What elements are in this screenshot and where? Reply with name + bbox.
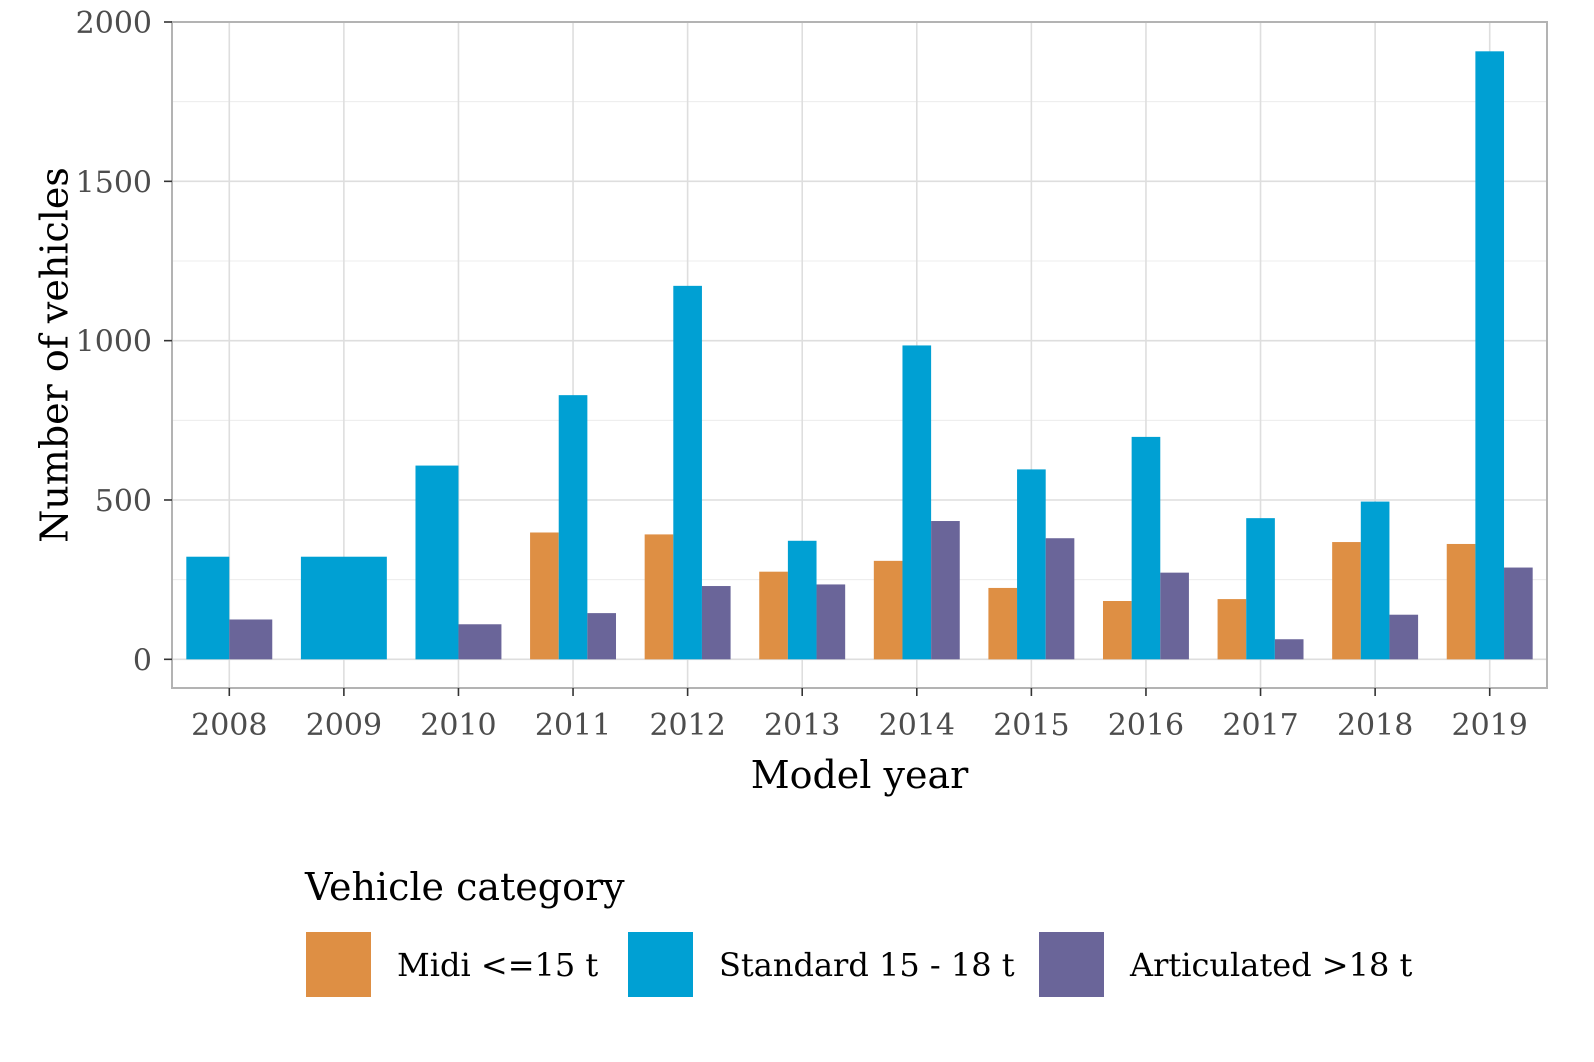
bar-standard	[902, 345, 932, 660]
bar-midi	[1217, 599, 1247, 660]
bar-midi	[1446, 543, 1476, 660]
x-tick-label: 2019	[1452, 708, 1528, 743]
legend-key	[1039, 932, 1104, 997]
y-tick-label: 2000	[76, 6, 152, 41]
x-tick-label: 2013	[764, 708, 840, 743]
x-tick-label: 2008	[191, 708, 267, 743]
legend-key	[628, 932, 693, 997]
legend-title: Vehicle category	[304, 865, 625, 909]
bar-standard	[1017, 469, 1046, 660]
x-axis: 2008 2009 2010 2011 2012 2013 2014 2015 2016 2017…	[191, 688, 1528, 743]
panel-background	[172, 22, 1547, 688]
x-tick-label: 2011	[535, 708, 611, 743]
bar-articulated	[458, 624, 502, 660]
legend-item-midi: Midi <=15 t	[306, 932, 598, 997]
bar-standard	[1246, 518, 1275, 660]
bar-standard	[186, 556, 230, 660]
bar-midi	[873, 560, 903, 660]
y-tick-label: 0	[133, 643, 152, 678]
x-tick-label: 2009	[306, 708, 382, 743]
bar-midi	[759, 571, 788, 660]
legend-item-standard: Standard 15 - 18 t	[628, 932, 1015, 997]
bar-articulated	[1274, 639, 1304, 660]
bar-midi	[1102, 601, 1132, 660]
y-tick-label: 1000	[76, 325, 152, 360]
bar-articulated	[816, 584, 846, 660]
y-tick-label: 1500	[76, 165, 152, 200]
legend-key	[306, 932, 371, 997]
legend-label: Midi <=15 t	[397, 946, 598, 984]
bar-articulated	[931, 521, 960, 660]
bar-midi	[988, 587, 1018, 660]
bar-standard	[415, 465, 459, 660]
x-tick-label: 2017	[1222, 708, 1298, 743]
legend-label: Standard 15 - 18 t	[719, 946, 1015, 984]
bar-articulated	[1504, 567, 1533, 660]
bar-articulated	[229, 619, 273, 660]
bar-standard	[1131, 436, 1161, 660]
bar-articulated	[1160, 572, 1189, 660]
legend-label: Articulated >18 t	[1129, 946, 1413, 984]
bar-midi	[1332, 542, 1361, 660]
bar-midi	[644, 534, 674, 660]
bar-articulated	[587, 613, 617, 660]
x-tick-label: 2016	[1108, 708, 1184, 743]
bar-midi	[530, 532, 559, 660]
legend: Vehicle category Midi <=15 t Standard 15 …	[304, 865, 1413, 997]
bar-standard	[787, 540, 817, 660]
bar-standard	[1360, 501, 1390, 660]
x-tick-label: 2018	[1337, 708, 1413, 743]
legend-item-articulated: Articulated >18 t	[1039, 932, 1413, 997]
bars	[186, 51, 1533, 660]
panel-border	[171, 21, 1548, 689]
bar-articulated	[1045, 538, 1075, 660]
x-tick-label: 2014	[879, 708, 955, 743]
bar-standard	[558, 395, 588, 660]
x-tick-label: 2010	[420, 708, 496, 743]
bar-articulated	[701, 586, 731, 660]
y-axis-title: Number of vehicles	[32, 167, 76, 543]
y-tick-label: 500	[95, 484, 152, 519]
x-axis-title: Model year	[751, 753, 969, 797]
y-axis: 0 500 1000 1500 2000	[76, 6, 172, 678]
x-tick-label: 2015	[993, 708, 1069, 743]
bar-standard	[1475, 51, 1505, 660]
bar-standard	[673, 285, 702, 660]
x-tick-label: 2012	[649, 708, 725, 743]
bar-standard	[300, 556, 387, 660]
bar-articulated	[1389, 614, 1419, 660]
